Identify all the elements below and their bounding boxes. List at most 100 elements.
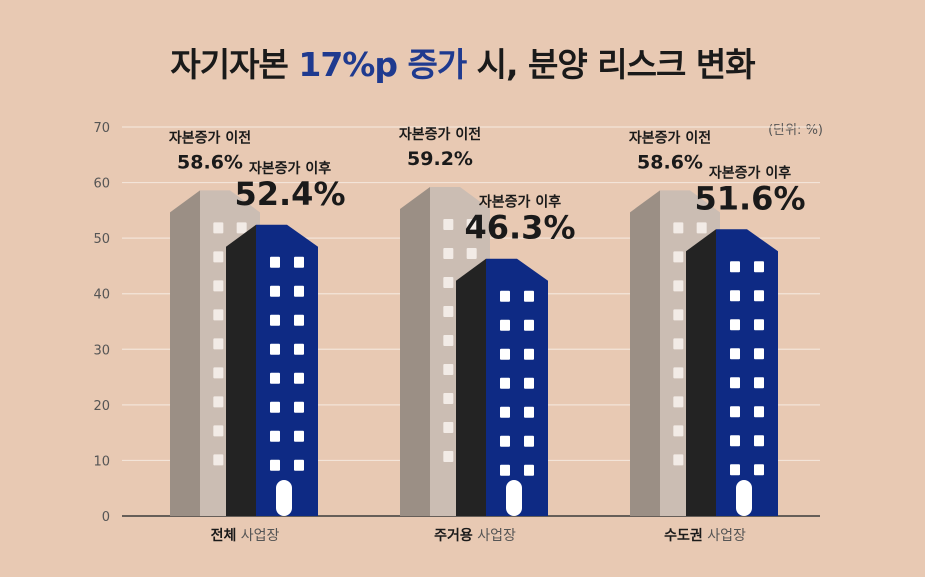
data-label-before: 59.2% — [407, 148, 473, 170]
building-window — [270, 285, 280, 297]
y-tick-label: 50 — [93, 232, 110, 247]
building-window — [270, 430, 280, 442]
building-window — [673, 367, 684, 379]
bar-after-2-side — [686, 229, 716, 516]
building-window — [270, 314, 280, 326]
y-tick-label: 10 — [93, 454, 110, 469]
building-window — [524, 435, 534, 447]
building-window — [730, 319, 740, 331]
y-tick-label: 30 — [93, 343, 110, 358]
building-window — [673, 309, 684, 321]
building-window — [673, 454, 684, 466]
building-window — [236, 222, 247, 234]
building-window — [294, 401, 304, 413]
building-window — [754, 290, 764, 302]
series-label-after: 자본증가 이후 — [249, 160, 331, 177]
x-category-label: 전체 사업장 — [211, 527, 280, 544]
bar-after-0 — [256, 224, 318, 516]
building-window — [500, 377, 510, 389]
building-window — [673, 396, 684, 408]
building-window — [294, 459, 304, 471]
building-window — [524, 319, 534, 331]
building-window — [213, 454, 224, 466]
building-window — [270, 459, 280, 471]
title-highlight: 17%p 증가 — [298, 45, 467, 84]
data-label-after: 52.4% — [234, 175, 345, 213]
building-door — [276, 480, 292, 516]
building-window — [466, 219, 477, 231]
building-window — [500, 464, 510, 476]
building-window — [730, 261, 740, 273]
y-tick-label: 60 — [93, 177, 110, 192]
data-label-after: 46.3% — [464, 209, 575, 247]
building-window — [270, 256, 280, 268]
building-window — [500, 435, 510, 447]
building-window — [443, 335, 454, 347]
building-window — [500, 406, 510, 418]
bar-before-2-side — [630, 190, 660, 516]
building-window — [213, 396, 224, 408]
building-window — [754, 348, 764, 360]
building-window — [730, 348, 740, 360]
building-window — [730, 464, 740, 476]
building-door — [736, 480, 752, 516]
building-window — [696, 222, 707, 234]
building-window — [673, 222, 684, 234]
data-label-before: 58.6% — [637, 151, 703, 173]
building-window — [500, 348, 510, 360]
building-window — [524, 464, 534, 476]
building-window — [270, 343, 280, 355]
chart-title: 자기자본 17%p 증가 시, 분양 리스크 변화 — [0, 38, 925, 86]
building-window — [524, 348, 534, 360]
bar-after-2 — [716, 229, 778, 516]
bar-before-1-side — [400, 187, 430, 516]
building-window — [673, 251, 684, 263]
series-label-after: 자본증가 이후 — [709, 164, 791, 181]
series-label-before: 자본증가 이전 — [629, 129, 711, 146]
building-window — [730, 406, 740, 418]
building-window — [524, 406, 534, 418]
building-window — [294, 343, 304, 355]
y-tick-label: 70 — [93, 121, 110, 136]
building-window — [213, 367, 224, 379]
series-label-before: 자본증가 이전 — [169, 129, 251, 146]
y-tick-label: 20 — [93, 399, 110, 414]
data-label-after: 51.6% — [694, 179, 805, 217]
building-window — [443, 422, 454, 434]
x-category-label: 수도권 사업장 — [664, 528, 746, 544]
building-door — [506, 480, 522, 516]
building-window — [673, 425, 684, 437]
series-label-before: 자본증가 이전 — [399, 126, 481, 143]
building-window — [673, 338, 684, 350]
building-window — [443, 393, 454, 405]
building-window — [730, 435, 740, 447]
bar-after-1-side — [456, 258, 486, 516]
building-window — [213, 222, 224, 234]
building-window — [294, 256, 304, 268]
building-window — [754, 261, 764, 273]
title-part2: 시, 분양 리스크 변화 — [466, 45, 756, 84]
building-window — [754, 435, 764, 447]
x-category-label: 주거용 사업장 — [434, 528, 516, 544]
building-window — [673, 280, 684, 292]
building-window — [443, 451, 454, 463]
bar-after-0-side — [226, 224, 256, 516]
building-window — [754, 406, 764, 418]
y-tick-label: 40 — [93, 288, 110, 303]
building-window — [213, 425, 224, 437]
bar-after-1 — [486, 258, 548, 516]
building-window — [213, 309, 224, 321]
building-window — [524, 377, 534, 389]
building-window — [443, 364, 454, 376]
y-tick-label: 0 — [102, 510, 110, 525]
building-window — [500, 290, 510, 302]
series-label-after: 자본증가 이후 — [479, 194, 561, 211]
building-window — [500, 319, 510, 331]
building-window — [294, 285, 304, 297]
data-label-before: 58.6% — [177, 151, 243, 173]
building-window — [213, 251, 224, 263]
building-window — [730, 377, 740, 389]
building-window — [213, 280, 224, 292]
building-window — [524, 290, 534, 302]
